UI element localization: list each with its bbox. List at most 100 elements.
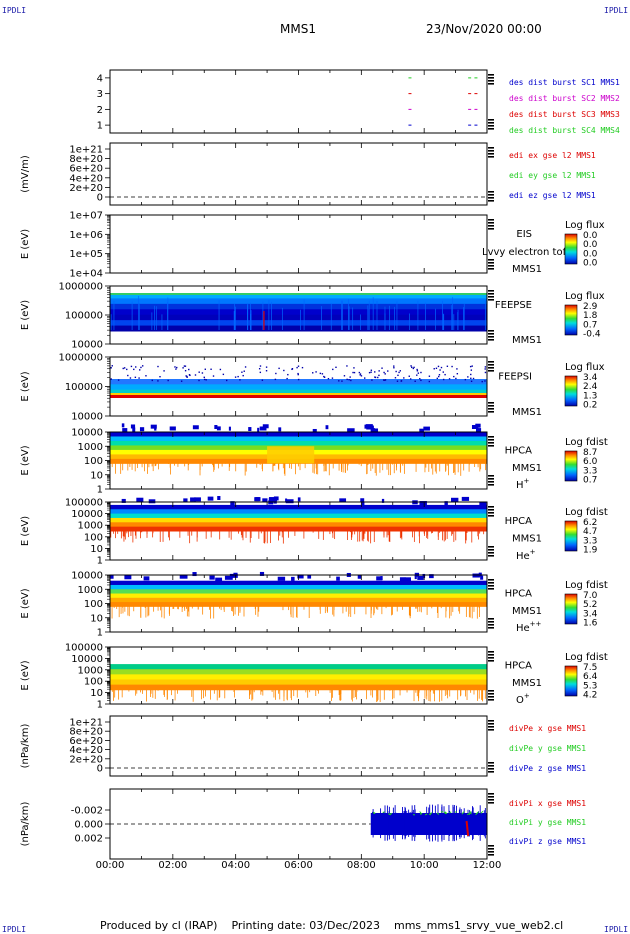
feepsi-dot xyxy=(470,380,473,383)
spacecraft-label: MMS1 xyxy=(512,335,542,346)
right-mark xyxy=(488,720,494,722)
right-mark xyxy=(488,765,494,767)
feepsi-dot xyxy=(274,378,277,381)
feepsi-dot xyxy=(331,377,334,379)
feepsi-dot xyxy=(186,375,188,378)
feepsi-dot xyxy=(338,380,340,382)
x-tick-label: 00:00 xyxy=(96,860,125,871)
feepsi-dot xyxy=(212,375,215,377)
feepsi-dot xyxy=(377,376,379,379)
panel-frame xyxy=(109,142,488,206)
feepsi-dot xyxy=(358,371,361,374)
hpca-top-block xyxy=(361,501,365,506)
colorbar-tick-label: 1.3 xyxy=(583,391,597,401)
colorbar-tick-label: 2.4 xyxy=(583,382,598,392)
hpca-top-block xyxy=(444,501,448,506)
panel-frame xyxy=(109,69,488,134)
y-tick-label: 1e+07 xyxy=(69,211,103,222)
feepsi-dot xyxy=(364,377,366,379)
spacecraft-label: MMS1 xyxy=(512,407,542,418)
y-tick-label: 10000 xyxy=(71,571,103,582)
y-axis-label: E (eV) xyxy=(20,516,31,546)
hpca-top-block xyxy=(451,497,459,502)
hpca-top-block xyxy=(136,497,144,502)
hpca-top-block xyxy=(259,426,267,431)
colorbar-tick-label: 4.7 xyxy=(583,527,597,537)
colorbar xyxy=(564,450,578,482)
right-mark xyxy=(488,265,494,267)
feepsi-dot xyxy=(110,378,113,380)
feepsi-dot xyxy=(411,366,413,369)
footer: Produced by cl (IRAP) Printing date: 03/… xyxy=(100,919,563,932)
feepsi-dot xyxy=(467,376,469,378)
hpca-top-block xyxy=(479,501,487,506)
feepsi-dot xyxy=(442,371,444,373)
feepsi-dot xyxy=(472,377,475,380)
panel-divpi: 0.002 0.000 -0.002 (nPa/km) divPi x gse MMS1… xyxy=(20,788,586,860)
spacecraft-label: MMS1 xyxy=(512,678,542,689)
right-mark xyxy=(488,851,494,853)
right-mark xyxy=(488,436,494,438)
feepsi-dot xyxy=(349,376,351,378)
colorbar-tick-label: 0.7 xyxy=(583,320,597,330)
hpca-top-block xyxy=(228,426,231,431)
feepsi-dot xyxy=(111,365,113,367)
spacecraft-title: MMS1 xyxy=(280,22,316,36)
right-mark xyxy=(488,197,494,199)
panel-hpca-he2: 10000 1000 100 10 1 E (eV) HPCA MMS1 He++ Log fdi… xyxy=(20,571,608,639)
instrument-label: HPCA xyxy=(505,446,533,457)
feepsi-dot xyxy=(129,377,132,379)
feepsi-dot xyxy=(265,366,268,368)
feepsi-dot xyxy=(239,379,241,381)
feepsi-dot xyxy=(127,374,129,377)
instrument-label: EIS xyxy=(516,229,532,240)
right-mark xyxy=(488,723,494,725)
feepsi-dot xyxy=(296,366,298,369)
right-mark xyxy=(488,77,494,79)
colorbar-title: Log flux xyxy=(565,220,605,231)
feepsi-dot xyxy=(416,368,418,371)
feepsi-dot xyxy=(433,368,435,370)
feepsi-dot xyxy=(174,366,176,368)
colorbar xyxy=(564,375,578,407)
right-mark xyxy=(488,268,494,270)
footer-printing-date: Printing date: 03/Dec/2023 xyxy=(231,919,380,932)
y-tick-label: 6e+20 xyxy=(69,736,103,747)
feepsi-dot xyxy=(440,366,443,369)
hpca-top-block xyxy=(297,574,304,579)
y-tick-label: 4e+20 xyxy=(69,745,103,756)
legend-entry: divPe z gse MMS1 xyxy=(509,764,586,773)
hpca-top-block xyxy=(190,497,196,502)
corner-label-top-right: IPDLI xyxy=(604,6,629,15)
species-label: He+ xyxy=(516,548,536,562)
feepsi-dot xyxy=(384,373,386,375)
colorbar xyxy=(564,304,578,336)
colorbar-title: Log fdist xyxy=(565,437,608,448)
y-tick-label: 6e+20 xyxy=(69,164,103,175)
right-mark xyxy=(488,122,494,124)
divpi-y-spike xyxy=(480,810,484,814)
right-mark xyxy=(488,219,494,221)
species-label: H+ xyxy=(516,477,530,491)
spacecraft-label: MMS1 xyxy=(512,463,542,474)
panel-dist-burst: 4 3 2 1 des dist burst SC1 MMS1 des dist burs… xyxy=(97,69,620,135)
right-mark xyxy=(488,618,494,620)
legend-entry: edi ey gse l2 MMS1 xyxy=(509,171,596,180)
hpca-top-block xyxy=(380,576,383,581)
feepsi-dot xyxy=(198,379,200,382)
feepsi-dot xyxy=(484,371,487,374)
feepsi-dot xyxy=(185,375,187,377)
hpca-top-block xyxy=(150,424,157,429)
feepsi-dot xyxy=(186,376,188,378)
feepsi-dot xyxy=(448,378,451,380)
feepsi-dot xyxy=(484,368,486,370)
colorbar-tick-label: 0.2 xyxy=(583,401,597,411)
y-tick-label: 1000000 xyxy=(58,353,103,364)
feepsi-dot xyxy=(438,375,440,378)
hpca-top-block xyxy=(262,498,268,503)
feepsi-dot xyxy=(242,374,244,377)
y-tick-label: 10000 xyxy=(71,340,103,351)
colorbar-tick-label: 3.3 xyxy=(583,536,597,546)
legend-entry: des dist burst SC2 MMS2 xyxy=(509,94,620,103)
feepsi-dot xyxy=(275,372,277,375)
